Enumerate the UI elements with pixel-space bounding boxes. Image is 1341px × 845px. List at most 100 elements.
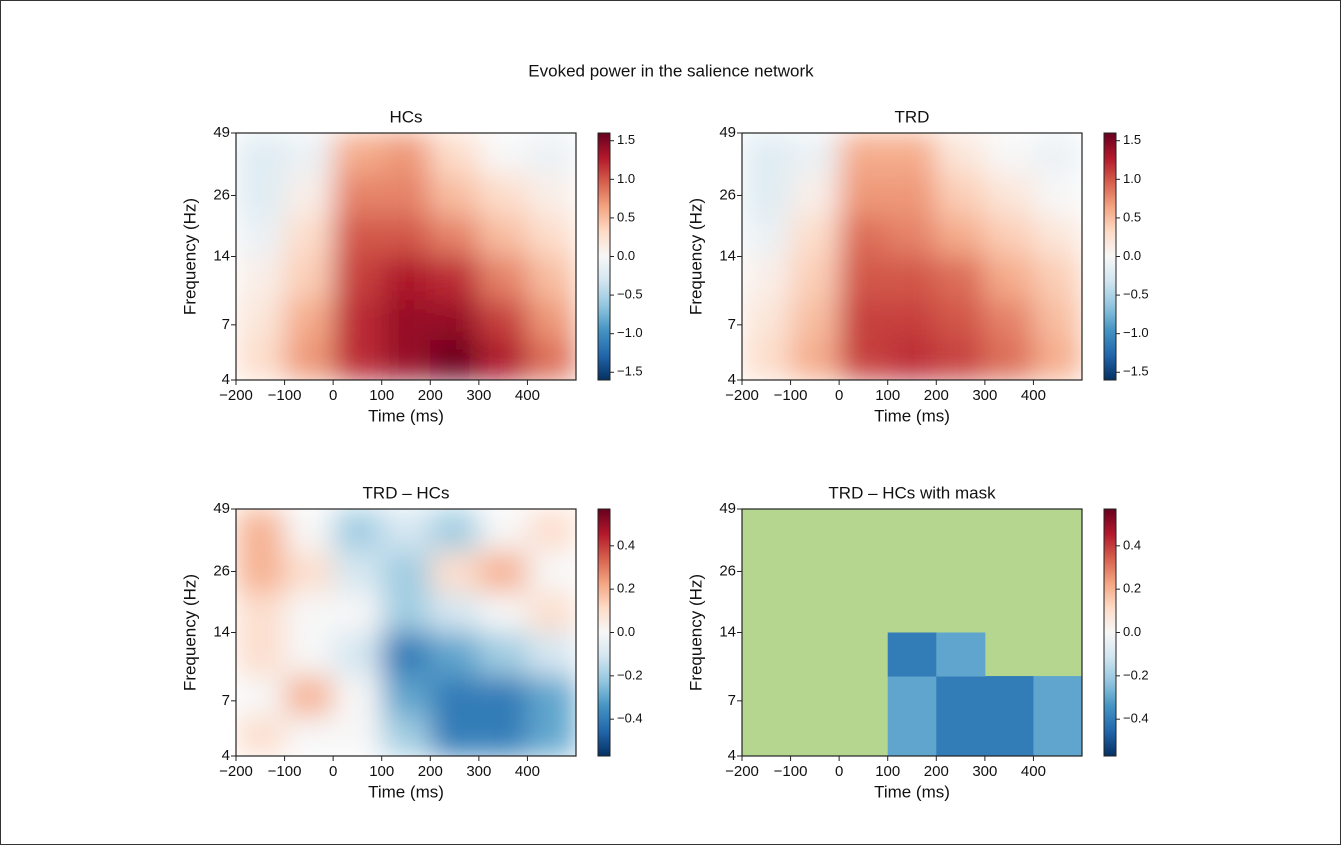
x-tick-label: 0 (329, 387, 337, 404)
heatmap-cell (1033, 676, 1082, 717)
heatmap-cell (936, 676, 986, 717)
heatmap-cell (284, 509, 334, 552)
heatmap-cell (527, 175, 576, 217)
heatmap-cell (984, 676, 1034, 717)
colorbar-tick-label: −0.2 (617, 667, 643, 682)
heatmap-cell (790, 175, 840, 217)
x-tick-label: 300 (466, 763, 491, 780)
heatmap-cell (790, 300, 840, 341)
heatmap-cell (527, 676, 576, 717)
x-tick-label: 200 (418, 387, 443, 404)
y-tick-label: 14 (719, 247, 736, 264)
x-tick-label: 400 (1021, 763, 1046, 780)
heatmap-cell (887, 256, 937, 301)
panel-title: HCs (389, 107, 422, 126)
x-tick-label: −200 (219, 763, 253, 780)
heatmap-cell (236, 256, 285, 301)
heatmap-cell (1033, 716, 1082, 756)
heatmap-cell (236, 592, 285, 633)
colorbar-tick-label: −1.5 (617, 364, 643, 379)
heatmap-cell (236, 340, 285, 380)
heatmap-cell (284, 632, 334, 677)
y-tick-label: 4 (222, 371, 230, 388)
x-tick-label: 200 (924, 763, 949, 780)
heatmap-cell (333, 216, 382, 257)
heatmap-cell (236, 133, 285, 176)
heatmap-cell (936, 175, 985, 217)
heatmap-cell (742, 300, 791, 341)
colorbar-tick-label: −0.5 (1123, 287, 1149, 302)
x-axis-label: Time (ms) (874, 782, 950, 801)
panel-title: TRD (895, 107, 930, 126)
heatmap-cell (284, 133, 334, 176)
heatmap-cell (478, 133, 528, 176)
heatmap-cell (333, 340, 382, 380)
heatmap-cell (1033, 216, 1082, 257)
heatmap-cell (887, 133, 937, 176)
heatmap-cell (478, 175, 528, 217)
x-tick-label: 100 (875, 763, 900, 780)
colorbar-tick-label: 0.5 (617, 209, 635, 224)
heatmap-cell (887, 175, 937, 217)
y-tick-label: 7 (728, 316, 736, 333)
heatmap-cell (1033, 175, 1082, 217)
heatmap-cell (430, 551, 479, 593)
heatmap-cell (839, 175, 888, 217)
heatmap-cell (478, 509, 528, 552)
y-tick-label: 14 (213, 247, 230, 264)
x-tick-label: 400 (515, 387, 540, 404)
heatmap-cell (381, 632, 431, 677)
heatmap-cell (527, 592, 576, 633)
heatmap-cell (887, 300, 937, 341)
heatmap-cell (1033, 133, 1082, 176)
heatmap-cell (381, 551, 431, 593)
heatmap-cell (478, 632, 528, 677)
heatmap-cell (284, 256, 334, 301)
heatmap-cell (936, 256, 985, 301)
y-tick-label: 26 (719, 186, 736, 203)
y-tick-label: 26 (213, 186, 230, 203)
colorbar-tick-label: −1.5 (1123, 364, 1149, 379)
x-axis-label: Time (ms) (874, 406, 950, 425)
colorbar-tick-label: 0.5 (1123, 209, 1141, 224)
x-tick-label: 300 (972, 763, 997, 780)
heatmap-cell (478, 551, 528, 593)
heatmap-cell (887, 216, 937, 257)
colorbar-tick-label: 0.4 (617, 537, 635, 552)
y-axis-label: Frequency (Hz) (686, 574, 705, 691)
heatmap-cell (333, 300, 382, 341)
colorbar-tick-label: 0.2 (1123, 581, 1141, 596)
x-tick-label: −100 (774, 387, 808, 404)
heatmap-cell (742, 340, 791, 380)
colorbar-tick-label: 1.5 (1123, 132, 1141, 147)
heatmap-cell (381, 300, 431, 341)
x-tick-label: −200 (725, 763, 759, 780)
heatmap-cell (527, 300, 576, 341)
heatmap-cell (839, 216, 888, 257)
heatmap-cell (478, 592, 528, 633)
x-tick-label: 0 (835, 387, 843, 404)
heatmap-cell (381, 340, 431, 380)
x-axis-label: Time (ms) (368, 782, 444, 801)
y-axis-label: Frequency (Hz) (180, 198, 199, 315)
y-tick-label: 14 (213, 623, 230, 640)
heatmap-cell (430, 632, 479, 677)
colorbar-tick-label: −0.4 (617, 711, 643, 726)
heatmap-cell (333, 632, 382, 677)
y-tick-label: 14 (719, 623, 736, 640)
colorbar-tick-label: 0.0 (617, 624, 635, 639)
x-tick-label: 100 (369, 763, 394, 780)
heatmap-cell (236, 216, 285, 257)
colorbar-tick-label: −1.0 (617, 325, 643, 340)
heatmap-cell (333, 175, 382, 217)
colorbar-tick-label: −0.2 (1123, 667, 1149, 682)
heatmap-cell (430, 175, 479, 217)
heatmap-cell (333, 592, 382, 633)
heatmap-cell (742, 256, 791, 301)
heatmap-cell (381, 216, 431, 257)
colorbar-tick-label: −1.0 (1123, 325, 1149, 340)
heatmap-cell (790, 340, 840, 380)
heatmap-cell (478, 676, 528, 717)
colorbar-tick-label: 0.4 (1123, 537, 1141, 552)
colorbar-tick-label: −0.5 (617, 287, 643, 302)
